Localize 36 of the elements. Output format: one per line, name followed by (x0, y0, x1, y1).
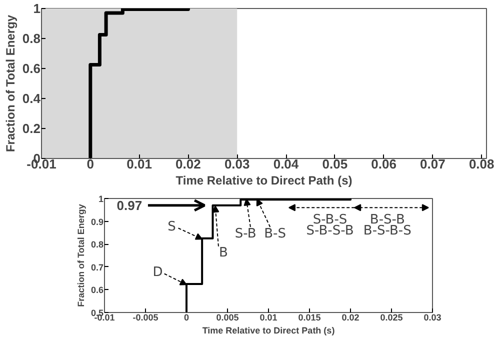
x-tick-label: 0.02 (176, 156, 201, 172)
x-tick-label: -0.005 (132, 312, 158, 322)
x-tick-label: 0.03 (224, 156, 250, 172)
y-tick-label: 0.8 (90, 240, 104, 250)
x-axis-title: Time Relative to Direct Path (s) (176, 174, 352, 188)
annotation: S (168, 220, 176, 234)
y-tick-label: 1 (98, 194, 104, 204)
y-tick-label: 1 (33, 1, 41, 16)
x-tick-label: 0.02 (342, 312, 360, 322)
x-tick-label: 0.03 (424, 312, 442, 322)
y-tick-label: 0.6 (90, 285, 104, 296)
x-tick-label: 0.06 (371, 156, 396, 172)
x-tick-label: 0.08 (468, 156, 494, 172)
annotation: B (218, 246, 228, 261)
annotation: 0.97 (116, 198, 142, 213)
y-axis-title: Fraction of Total Energy (76, 204, 86, 307)
y-tick-label: 0.7 (90, 262, 104, 272)
annotation: D (152, 265, 163, 280)
x-tick-label: 0 (184, 312, 190, 322)
x-axis-title: Time Relative to Direct Path (s) (202, 326, 335, 336)
y-tick-label: 0.4 (22, 91, 42, 106)
annotation: B-S (264, 226, 286, 242)
y-axis-title: Fraction of Total Energy (3, 14, 18, 152)
x-tick-label: 0.015 (298, 312, 321, 322)
annotation: S-B (234, 226, 256, 242)
x-tick-label: 0.07 (420, 156, 446, 172)
x-tick-label: 0.01 (126, 156, 152, 172)
x-tick-label: 0.025 (380, 312, 403, 322)
x-tick-label: 0.05 (322, 156, 348, 172)
y-tick-label: 0.6 (22, 61, 41, 76)
x-tick-label: 0.01 (260, 312, 278, 322)
y-tick-label: 0.9 (90, 216, 104, 227)
y-tick-label: 0.2 (22, 121, 41, 136)
x-tick-label: 0.04 (273, 156, 300, 172)
y-tick-label: 0.8 (22, 31, 41, 46)
x-tick-label: 0.005 (216, 312, 239, 322)
